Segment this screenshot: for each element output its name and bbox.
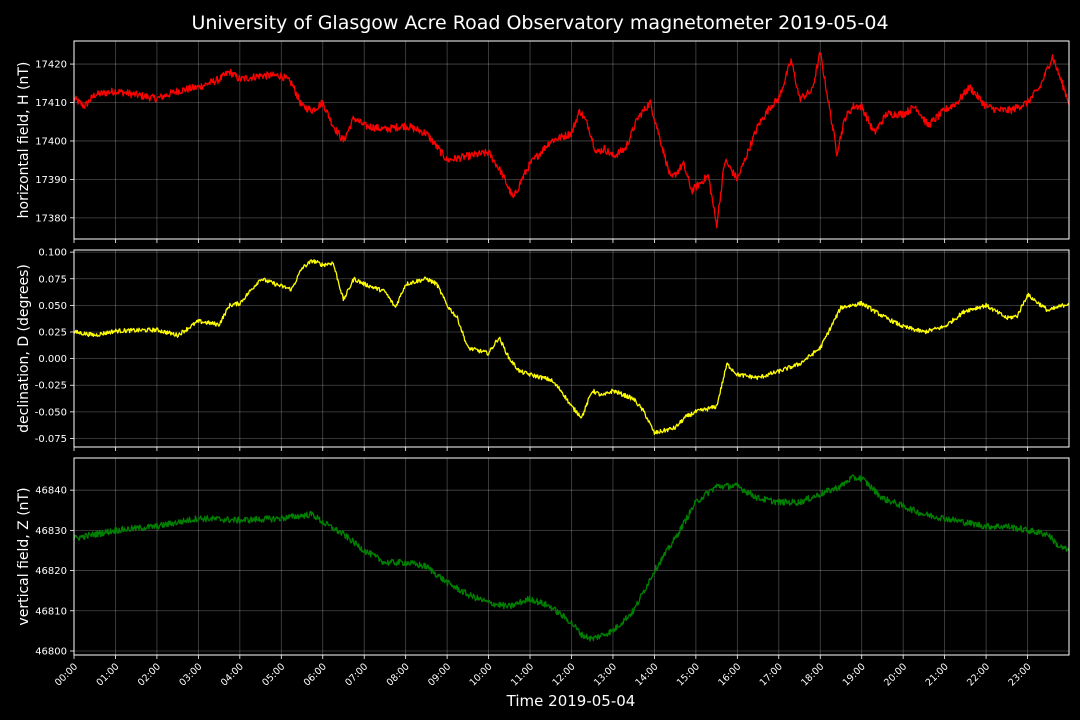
declination-ytick-label: -0.050 xyxy=(35,407,67,418)
h-field-ytick-label: 17400 xyxy=(35,136,67,147)
declination-ytick-label: -0.025 xyxy=(35,381,67,392)
h-field-ytick-label: 17420 xyxy=(35,60,67,71)
declination-ytick-label: 0.100 xyxy=(38,248,67,259)
declination-ytick-label: 0.050 xyxy=(38,301,67,312)
declination-panel: -0.075 -0.050 -0.025 0.000 0.025 0.050 0.075 0.… xyxy=(16,248,1070,451)
declination-ylabel: declination, D (degrees) xyxy=(16,264,32,433)
h-field-ylabel: horizontal field, H (nT) xyxy=(16,62,32,219)
h-field-ytick-label: 17410 xyxy=(35,98,67,109)
z-field-ytick-label: 46840 xyxy=(35,486,67,497)
h-field-axes-frame xyxy=(73,40,1070,240)
z-field-ytick-label: 46830 xyxy=(35,526,67,537)
z-field-ytick-label: 46820 xyxy=(35,566,67,577)
declination-ytick-label: 0.025 xyxy=(38,327,67,338)
h-field-ytick-label: 17380 xyxy=(35,213,67,224)
declination-ytick-label: -0.075 xyxy=(35,434,67,445)
z-field-axes-frame xyxy=(73,457,1070,656)
z-field-ytick-label: 46800 xyxy=(35,646,67,657)
z-field-ytick-label: 46810 xyxy=(35,606,67,617)
z-field-ylabel: vertical field, Z (nT) xyxy=(16,487,32,625)
z-field-series-line xyxy=(73,474,1070,642)
declination-axes-frame xyxy=(73,249,1070,448)
declination-ytick-label: 0.075 xyxy=(38,274,67,285)
declination-ytick-label: 0.000 xyxy=(38,354,67,365)
x-axis-label: Time 2019-05-04 xyxy=(506,692,636,710)
h-field-series-line xyxy=(73,51,1070,229)
declination-series-line xyxy=(73,259,1070,435)
h-field-ytick-label: 17390 xyxy=(35,175,67,186)
figure-title: University of Glasgow Acre Road Observat… xyxy=(191,12,888,34)
